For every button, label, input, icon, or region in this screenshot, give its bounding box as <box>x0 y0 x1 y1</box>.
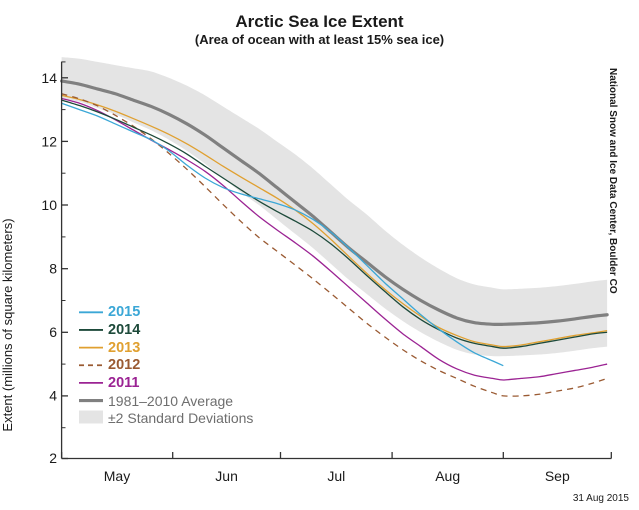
svg-text:12: 12 <box>41 134 57 150</box>
svg-text:8: 8 <box>49 261 57 277</box>
svg-text:14: 14 <box>41 70 57 86</box>
svg-text:2: 2 <box>49 450 57 466</box>
svg-text:10: 10 <box>41 197 57 213</box>
svg-text:6: 6 <box>49 324 57 340</box>
svg-text:4: 4 <box>49 388 57 404</box>
